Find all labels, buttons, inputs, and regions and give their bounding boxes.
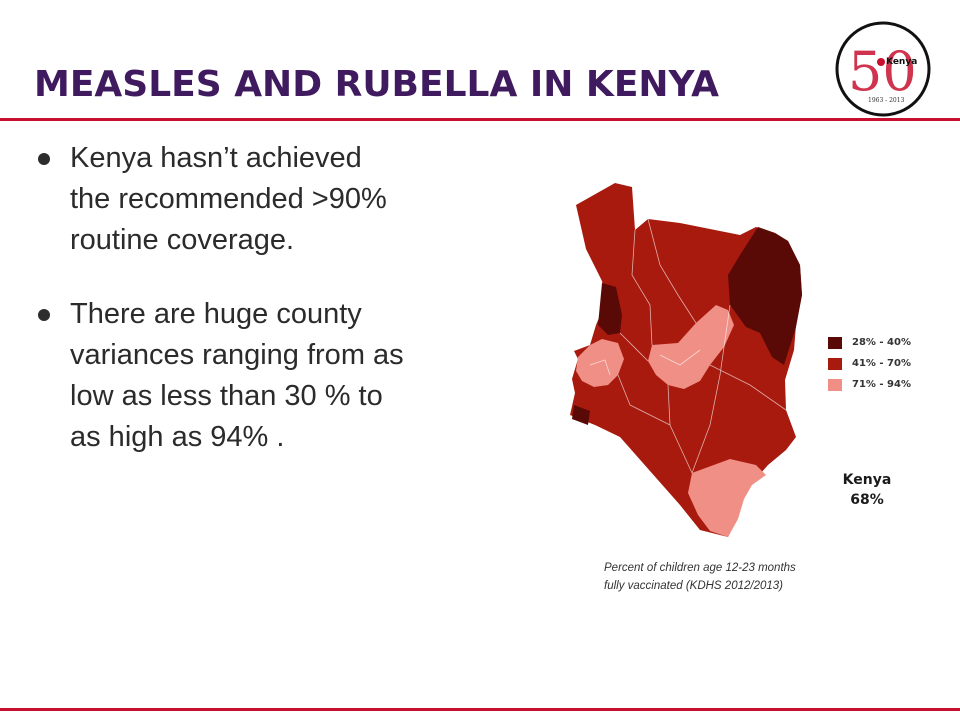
logo-years: 1963 - 2013	[868, 97, 905, 104]
bullet-coverage: Kenya hasn’t achieved the recommended >9…	[34, 138, 454, 261]
slide-title: MEASLES AND RUBELLA IN KENYA	[34, 64, 720, 105]
legend-label: 28% - 40%	[852, 337, 911, 348]
county-light-coast	[688, 459, 766, 537]
legend-item: 41% - 70%	[828, 353, 911, 374]
bullet-line: Kenya hasn’t achieved	[70, 142, 362, 174]
bullet-dot-icon	[38, 309, 50, 321]
logo-name: Kenya	[886, 57, 917, 67]
national-value: 68%	[850, 492, 884, 508]
legend-item: 71% - 94%	[828, 374, 911, 395]
legend-item: 28% - 40%	[828, 332, 911, 353]
county-light-west	[576, 339, 624, 387]
caption-line: Percent of children age 12-23 months	[604, 562, 796, 574]
legend-swatch	[828, 378, 842, 391]
national-label: Kenya	[842, 472, 892, 488]
bullet-line: routine coverage.	[70, 224, 295, 256]
footer-divider	[0, 708, 960, 711]
kenya-50-logo: 50 Kenya 1963 - 2013	[835, 21, 931, 117]
bullet-line: the recommended >90%	[70, 183, 387, 215]
bullet-line: as high as 94% .	[70, 421, 285, 453]
county-dark-northeast	[728, 227, 802, 365]
logo-number: 50	[848, 40, 917, 103]
title-divider	[0, 118, 960, 121]
county-dark-west	[598, 283, 622, 335]
bullet-line: low as less than 30 % to	[70, 380, 383, 412]
map-legend: 28% - 40% 41% - 70% 71% - 94%	[828, 332, 911, 395]
county-dark-southwest	[572, 405, 590, 425]
shield-icon	[877, 58, 885, 66]
caption-line: fully vaccinated (KDHS 2012/2013)	[604, 580, 783, 592]
bullet-list: Kenya hasn’t achieved the recommended >9…	[34, 138, 454, 458]
legend-swatch	[828, 357, 842, 370]
bullet-dot-icon	[38, 153, 50, 165]
bullet-line: variances ranging from as	[70, 339, 404, 371]
kenya-coverage-map	[570, 183, 802, 537]
legend-swatch	[828, 336, 842, 349]
map-caption: Percent of children age 12-23 months ful…	[604, 559, 834, 595]
national-coverage: Kenya 68%	[842, 470, 892, 510]
bullet-variance: There are huge county variances ranging …	[34, 294, 454, 458]
legend-label: 71% - 94%	[852, 379, 911, 390]
county-borders	[589, 218, 787, 474]
county-light-central	[648, 305, 734, 389]
legend-label: 41% - 70%	[852, 358, 911, 369]
bullet-line: There are huge county	[70, 298, 362, 330]
